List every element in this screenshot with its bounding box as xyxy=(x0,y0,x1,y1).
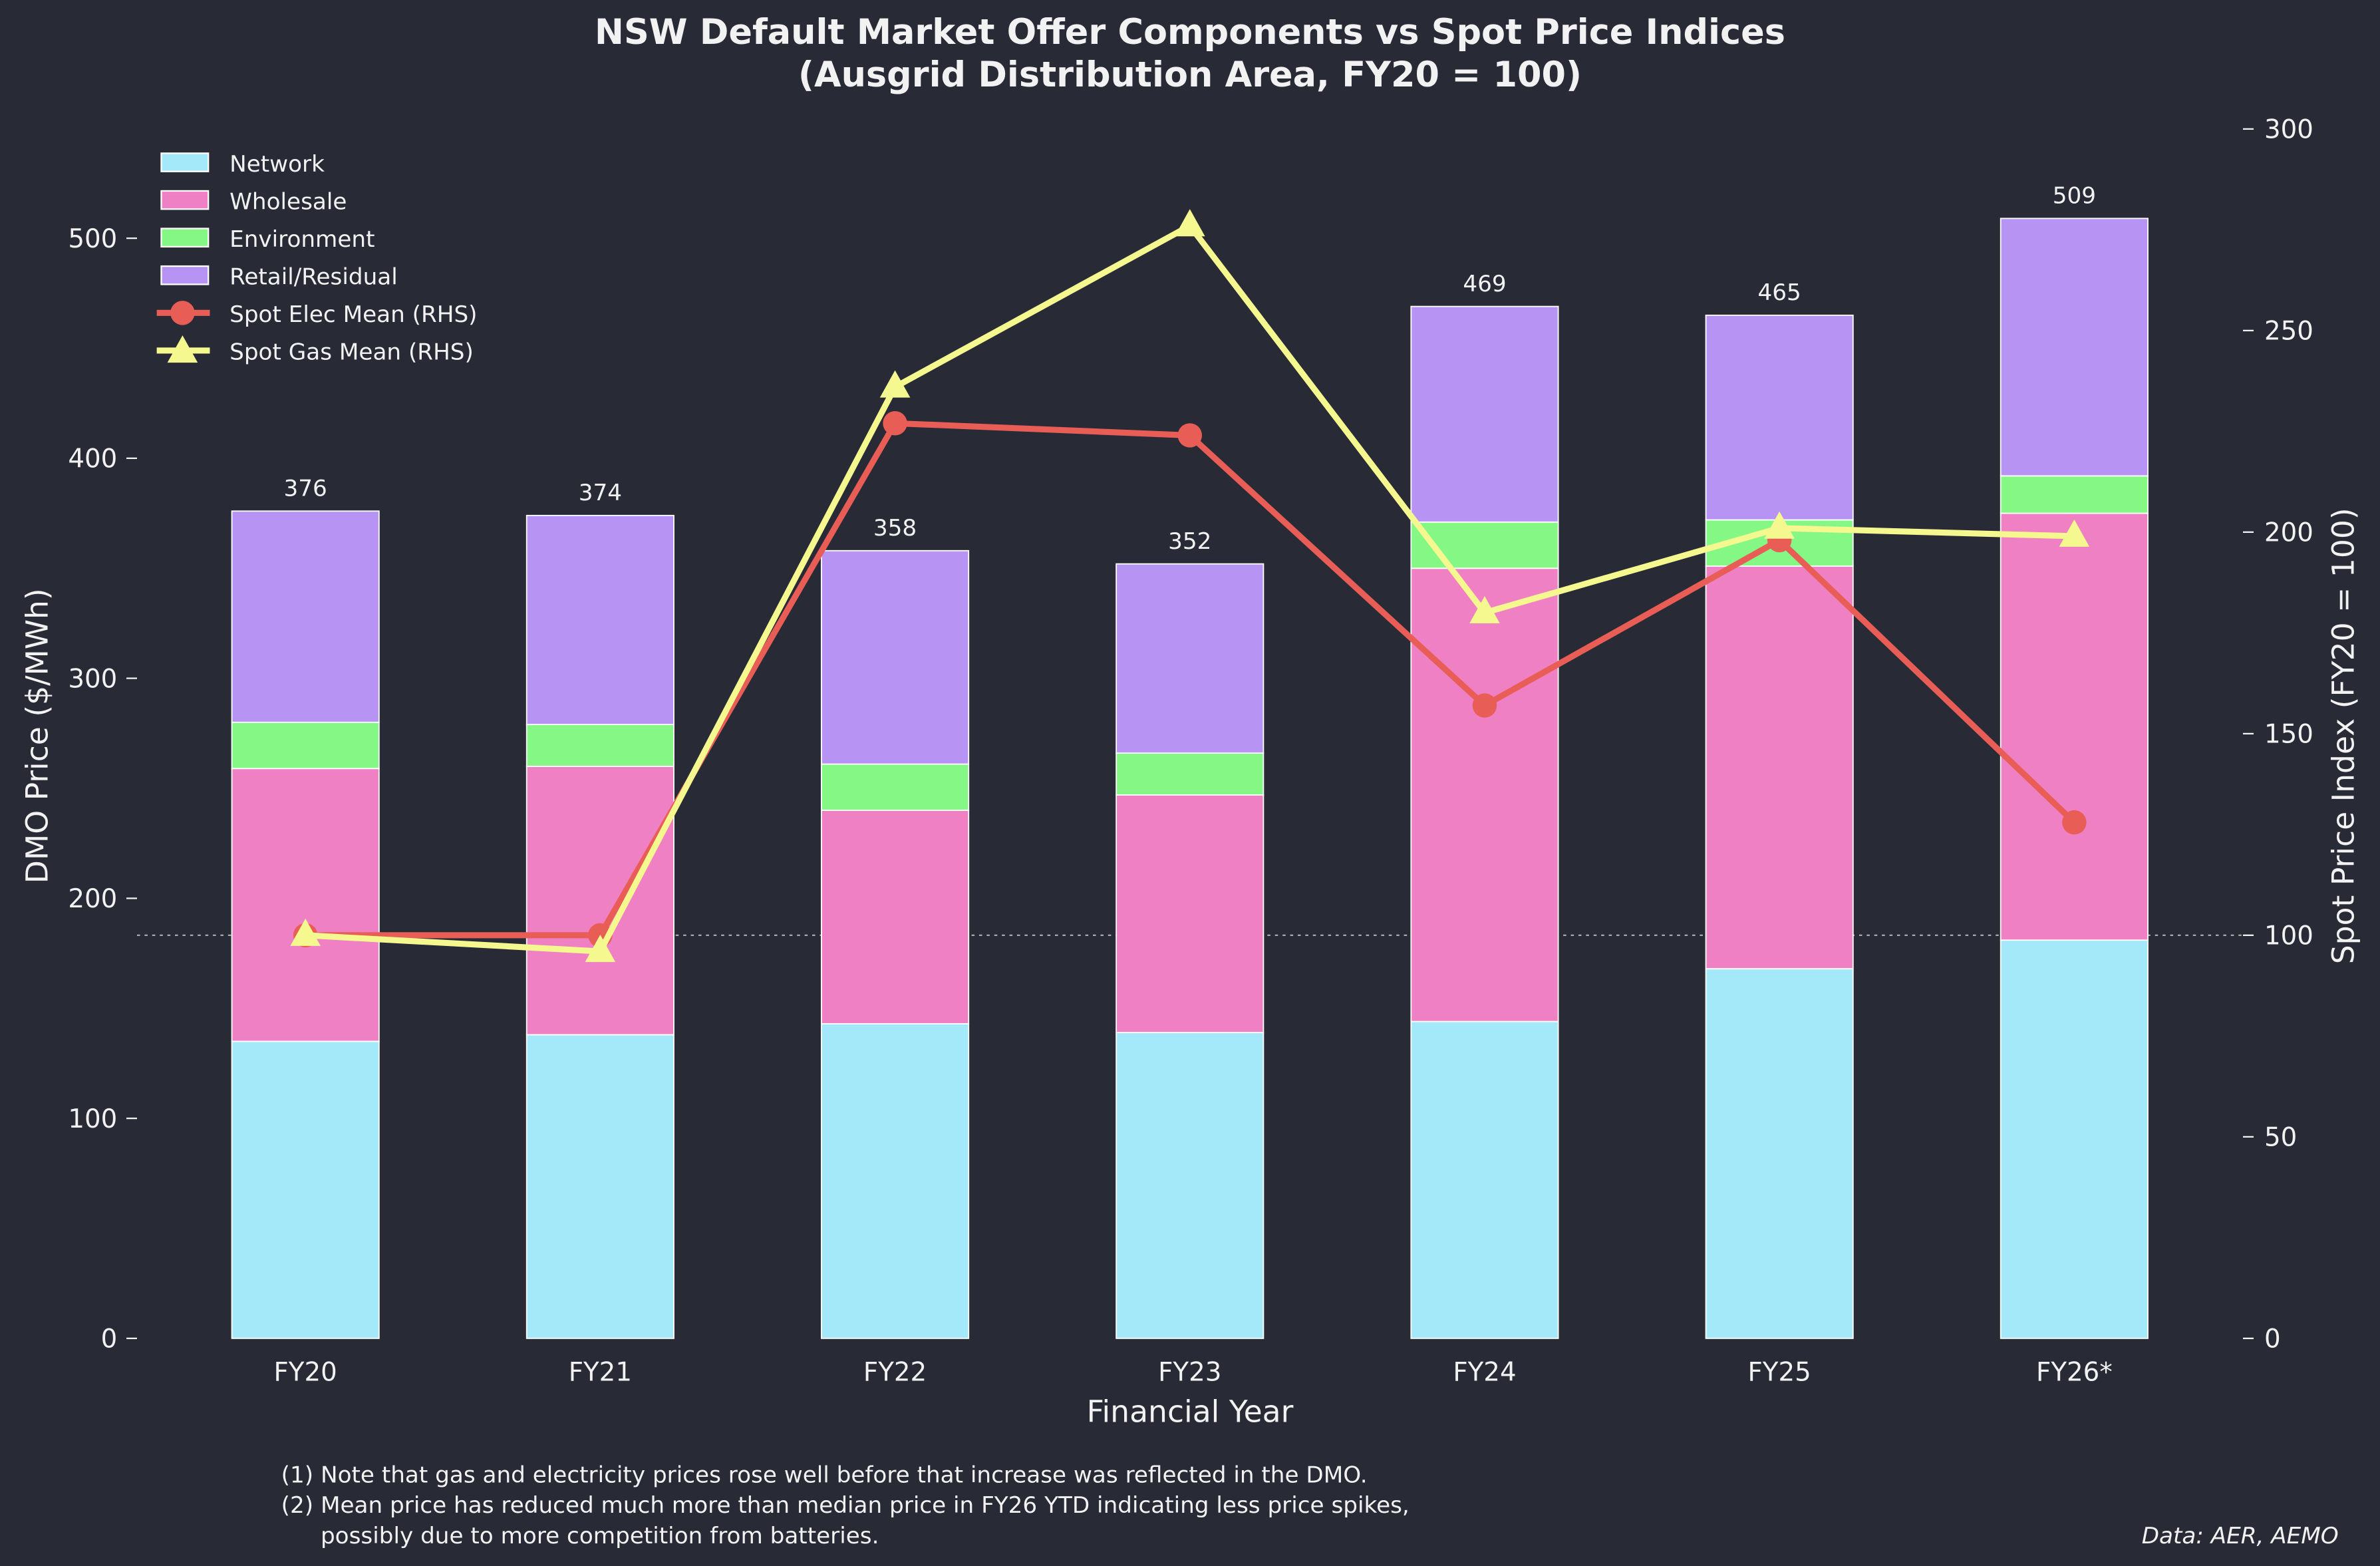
bar-network xyxy=(1116,1032,1264,1339)
gas-point xyxy=(879,370,911,398)
total-label: 376 xyxy=(284,475,327,502)
bar-network xyxy=(1705,968,1854,1339)
x-tick-label: FY20 xyxy=(274,1358,337,1388)
y-tick-label: 400 xyxy=(68,444,117,474)
source-note: Data: AER, AEMO xyxy=(2142,1523,2339,1549)
elec-point xyxy=(2062,810,2087,835)
y-tick-label: 0 xyxy=(101,1325,118,1354)
bar-retail-residual xyxy=(1705,314,1854,521)
y2-tick-label: 50 xyxy=(2264,1123,2297,1153)
bar-environment xyxy=(2000,475,2149,514)
bar-environment xyxy=(821,763,970,811)
x-tick-label: FY21 xyxy=(569,1358,632,1388)
legend-label: Wholesale xyxy=(229,188,347,215)
bar-environment xyxy=(231,721,380,770)
gas-point xyxy=(290,918,321,946)
legend-swatch xyxy=(160,228,210,248)
legend-swatch xyxy=(160,152,210,172)
gas-point xyxy=(585,935,616,963)
y-tick-label: 100 xyxy=(68,1104,117,1134)
bar-wholesale xyxy=(2000,512,2149,941)
bar-network xyxy=(231,1040,380,1339)
total-label: 465 xyxy=(1758,279,1801,306)
bar-wholesale xyxy=(1116,794,1264,1034)
bar-network xyxy=(2000,939,2149,1339)
total-label: 509 xyxy=(2053,183,2096,210)
bar-retail-residual xyxy=(821,549,970,765)
y2-axis-label: Spot Price Index (FY20 = 100) xyxy=(2326,508,2361,964)
legend-label: Environment xyxy=(229,226,374,253)
bar-network xyxy=(821,1022,970,1339)
bar-network xyxy=(525,1034,674,1339)
gas-point xyxy=(1174,209,1205,237)
legend-label: Network xyxy=(229,151,325,178)
bar-wholesale xyxy=(231,768,380,1042)
y-axis-label: DMO Price ($/MWh) xyxy=(19,588,55,883)
bar-environment xyxy=(1116,752,1264,796)
chart-title: NSW Default Market Offer Components vs S… xyxy=(595,12,1785,53)
y2-tick-label: 300 xyxy=(2264,115,2313,145)
x-tick-label: FY23 xyxy=(1158,1358,1221,1388)
bar-wholesale xyxy=(525,765,674,1036)
total-label: 374 xyxy=(579,480,622,506)
legend-swatch xyxy=(160,265,210,285)
y2-tick-label: 0 xyxy=(2264,1325,2281,1354)
y-tick-label: 300 xyxy=(68,664,117,694)
x-tick-label: FY26* xyxy=(2036,1358,2113,1388)
note-2: (2) Mean price has reduced much more tha… xyxy=(281,1492,1410,1519)
note-3: possibly due to more competition from ba… xyxy=(321,1523,879,1549)
note-1: (1) Note that gas and electricity prices… xyxy=(281,1462,1368,1489)
x-axis-label: Financial Year xyxy=(1087,1394,1294,1429)
legend-label: Spot Elec Mean (RHS) xyxy=(229,301,477,328)
y-tick-label: 200 xyxy=(68,884,117,914)
y2-tick-label: 200 xyxy=(2264,518,2313,548)
legend-label: Retail/Residual xyxy=(229,263,398,290)
x-tick-label: FY25 xyxy=(1748,1358,1811,1388)
chart-subtitle: (Ausgrid Distribution Area, FY20 = 100) xyxy=(798,55,1582,95)
bar-wholesale xyxy=(1705,565,1854,970)
total-label: 358 xyxy=(873,515,917,542)
total-label: 469 xyxy=(1463,271,1506,297)
bar-retail-residual xyxy=(525,514,674,725)
bar-wholesale xyxy=(821,810,970,1024)
total-label: 352 xyxy=(1168,528,1211,555)
bar-network xyxy=(1410,1020,1559,1339)
elec-point xyxy=(1177,423,1203,448)
gas-point xyxy=(1469,595,1500,624)
x-tick-label: FY24 xyxy=(1453,1358,1516,1388)
legend-triangle-icon xyxy=(167,335,198,363)
legend-swatch xyxy=(160,190,210,210)
x-tick-label: FY22 xyxy=(863,1358,927,1388)
elec-point xyxy=(883,411,907,436)
y-tick-label: 500 xyxy=(68,224,117,254)
bar-retail-residual xyxy=(2000,218,2149,477)
bar-retail-residual xyxy=(1410,305,1559,523)
gas-point xyxy=(1764,511,1795,539)
y2-tick-label: 100 xyxy=(2264,921,2313,951)
bar-retail-residual xyxy=(231,510,380,723)
y2-tick-label: 150 xyxy=(2264,720,2313,750)
legend-label: Spot Gas Mean (RHS) xyxy=(229,339,474,366)
bar-retail-residual xyxy=(1116,563,1264,754)
elec-point xyxy=(1472,693,1497,718)
bar-environment xyxy=(525,724,674,767)
gas-point xyxy=(2059,519,2090,547)
y2-tick-label: 250 xyxy=(2264,317,2313,347)
bar-wholesale xyxy=(1410,567,1559,1022)
legend-circle-icon xyxy=(170,301,195,325)
